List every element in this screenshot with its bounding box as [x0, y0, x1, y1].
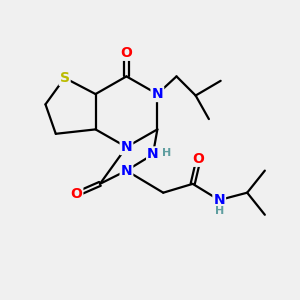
- Text: H: H: [214, 206, 224, 216]
- Text: N: N: [121, 164, 132, 178]
- Text: N: N: [121, 140, 132, 154]
- Text: H: H: [162, 148, 171, 158]
- Text: N: N: [152, 87, 163, 101]
- Text: N: N: [147, 147, 159, 161]
- Text: O: O: [70, 187, 82, 201]
- Text: N: N: [213, 193, 225, 207]
- Text: O: O: [193, 152, 205, 166]
- Text: O: O: [121, 46, 132, 60]
- Text: S: S: [60, 71, 70, 85]
